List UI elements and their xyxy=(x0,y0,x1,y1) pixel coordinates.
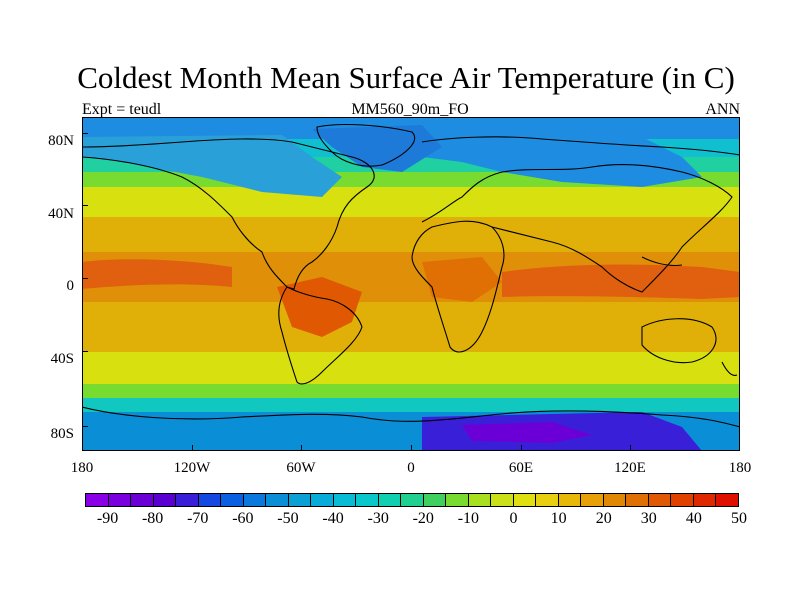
band-temperate-s xyxy=(82,352,740,384)
temperature-map xyxy=(82,117,740,451)
colorbar-swatch xyxy=(693,494,717,506)
map-svg xyxy=(82,117,740,451)
x-tick-mark xyxy=(411,445,412,451)
colorbar-swatch xyxy=(198,494,222,506)
y-tick-mark xyxy=(82,205,88,206)
y-tick-mark xyxy=(82,426,88,427)
colorbar-swatch xyxy=(153,494,177,506)
africa-warm xyxy=(422,257,502,302)
colorbar-swatch xyxy=(288,494,312,506)
colorbar-label: -20 xyxy=(412,510,434,527)
colorbar-swatch xyxy=(558,494,582,506)
colorbar-label: 20 xyxy=(595,510,612,527)
coastlines xyxy=(82,124,740,428)
colorbar-label: 50 xyxy=(731,510,747,527)
colorbar-swatch xyxy=(243,494,267,506)
colorbar-swatch xyxy=(401,494,424,506)
colorbar-swatch xyxy=(491,494,514,506)
na-cold xyxy=(82,135,342,197)
colorbar-swatch xyxy=(648,494,672,506)
antarctica-coast xyxy=(82,406,740,428)
north-america-coast xyxy=(82,138,375,290)
arctic-coast xyxy=(421,136,740,156)
colorbar-swatch xyxy=(266,494,289,506)
colorbar-swatch xyxy=(671,494,694,506)
band-southern-ocean xyxy=(82,384,740,398)
new-zealand-coast xyxy=(721,361,738,376)
band-temperate-n xyxy=(82,187,740,217)
colorbar-swatch xyxy=(446,494,469,506)
greenland-coast xyxy=(316,124,415,167)
colorbar-label: 10 xyxy=(550,510,567,527)
colorbar-label: -10 xyxy=(457,510,480,527)
colorbar-swatch xyxy=(378,494,402,506)
x-tick-label-180e: 180 xyxy=(728,460,752,476)
band-subtropic-s xyxy=(82,302,740,352)
season-label: ANN xyxy=(705,101,740,118)
colorbar-swatch xyxy=(423,494,447,506)
south-america-coast xyxy=(278,286,363,385)
x-tick-mark xyxy=(630,445,631,451)
colorbar-label: -40 xyxy=(322,510,344,527)
colorbar-label: -60 xyxy=(232,510,254,527)
colorbar-swatch xyxy=(716,494,738,506)
colorbar-label: -70 xyxy=(187,510,209,527)
colorbar-swatch xyxy=(176,494,199,506)
eurasia-coast xyxy=(421,164,733,293)
east-antarctic-min xyxy=(462,422,592,443)
colorbar-swatch xyxy=(581,494,604,506)
colorbar-swatch xyxy=(468,494,492,506)
colorbar-label: 30 xyxy=(640,510,657,527)
colorbar-swatch xyxy=(221,494,244,506)
colorbar-label: -80 xyxy=(141,510,164,527)
colorbar-swatch xyxy=(333,494,357,506)
colorbar-swatch xyxy=(131,494,154,506)
australia-coast xyxy=(641,318,717,364)
colorbar-swatch xyxy=(86,494,109,506)
experiment-label: Expt = teudl xyxy=(82,101,162,118)
colorbar-label: -90 xyxy=(96,510,119,527)
y-tick-label-40s: 40S xyxy=(50,351,74,367)
colorbar-swatch xyxy=(356,494,379,506)
colorbar-label: 40 xyxy=(685,510,702,527)
colorbar-swatch xyxy=(108,494,132,506)
x-tick-mark xyxy=(82,445,83,451)
colorbar-swatch xyxy=(626,494,649,506)
colorbar-label: -30 xyxy=(367,510,389,527)
colorbar-swatch xyxy=(603,494,627,506)
x-tick-label-0: 0 xyxy=(407,460,415,476)
y-tick-label-80n: 80N xyxy=(48,133,74,149)
x-tick-label-180w: 180 xyxy=(70,460,94,476)
y-tick-mark xyxy=(82,133,88,134)
band-subtropic-n xyxy=(82,217,740,252)
colorbar-label: -50 xyxy=(277,510,299,527)
pacific-warm xyxy=(82,259,232,289)
colorbar-swatch xyxy=(513,494,537,506)
colorbar-swatch xyxy=(311,494,334,506)
x-tick-label-120e: 120E xyxy=(614,460,646,476)
x-tick-mark xyxy=(192,445,193,451)
africa-coast xyxy=(411,220,505,353)
x-tick-mark xyxy=(521,445,522,451)
y-tick-label-40n: 40N xyxy=(48,206,74,222)
y-tick-mark xyxy=(82,278,88,279)
x-tick-label-60e: 60E xyxy=(508,460,534,476)
x-tick-mark xyxy=(301,445,302,451)
colorbar-label: 0 xyxy=(509,510,518,527)
asia-cold xyxy=(422,137,702,187)
page-title: Coldest Month Mean Surface Air Temperatu… xyxy=(77,60,735,95)
greenland-cold xyxy=(312,125,442,172)
y-tick-label-80s: 80S xyxy=(50,426,74,442)
colorbar-swatch xyxy=(536,494,559,506)
y-tick-label-0: 0 xyxy=(66,278,75,294)
band-subantarctic xyxy=(82,398,740,412)
x-tick-mark xyxy=(739,445,740,451)
indonesia-coast xyxy=(641,256,683,266)
x-tick-label-60w: 60W xyxy=(286,460,316,476)
y-tick-mark xyxy=(82,351,88,352)
case-label: MM560_90m_FO xyxy=(351,101,469,118)
colorbar xyxy=(85,493,739,507)
x-tick-label-120w: 120W xyxy=(173,460,211,476)
